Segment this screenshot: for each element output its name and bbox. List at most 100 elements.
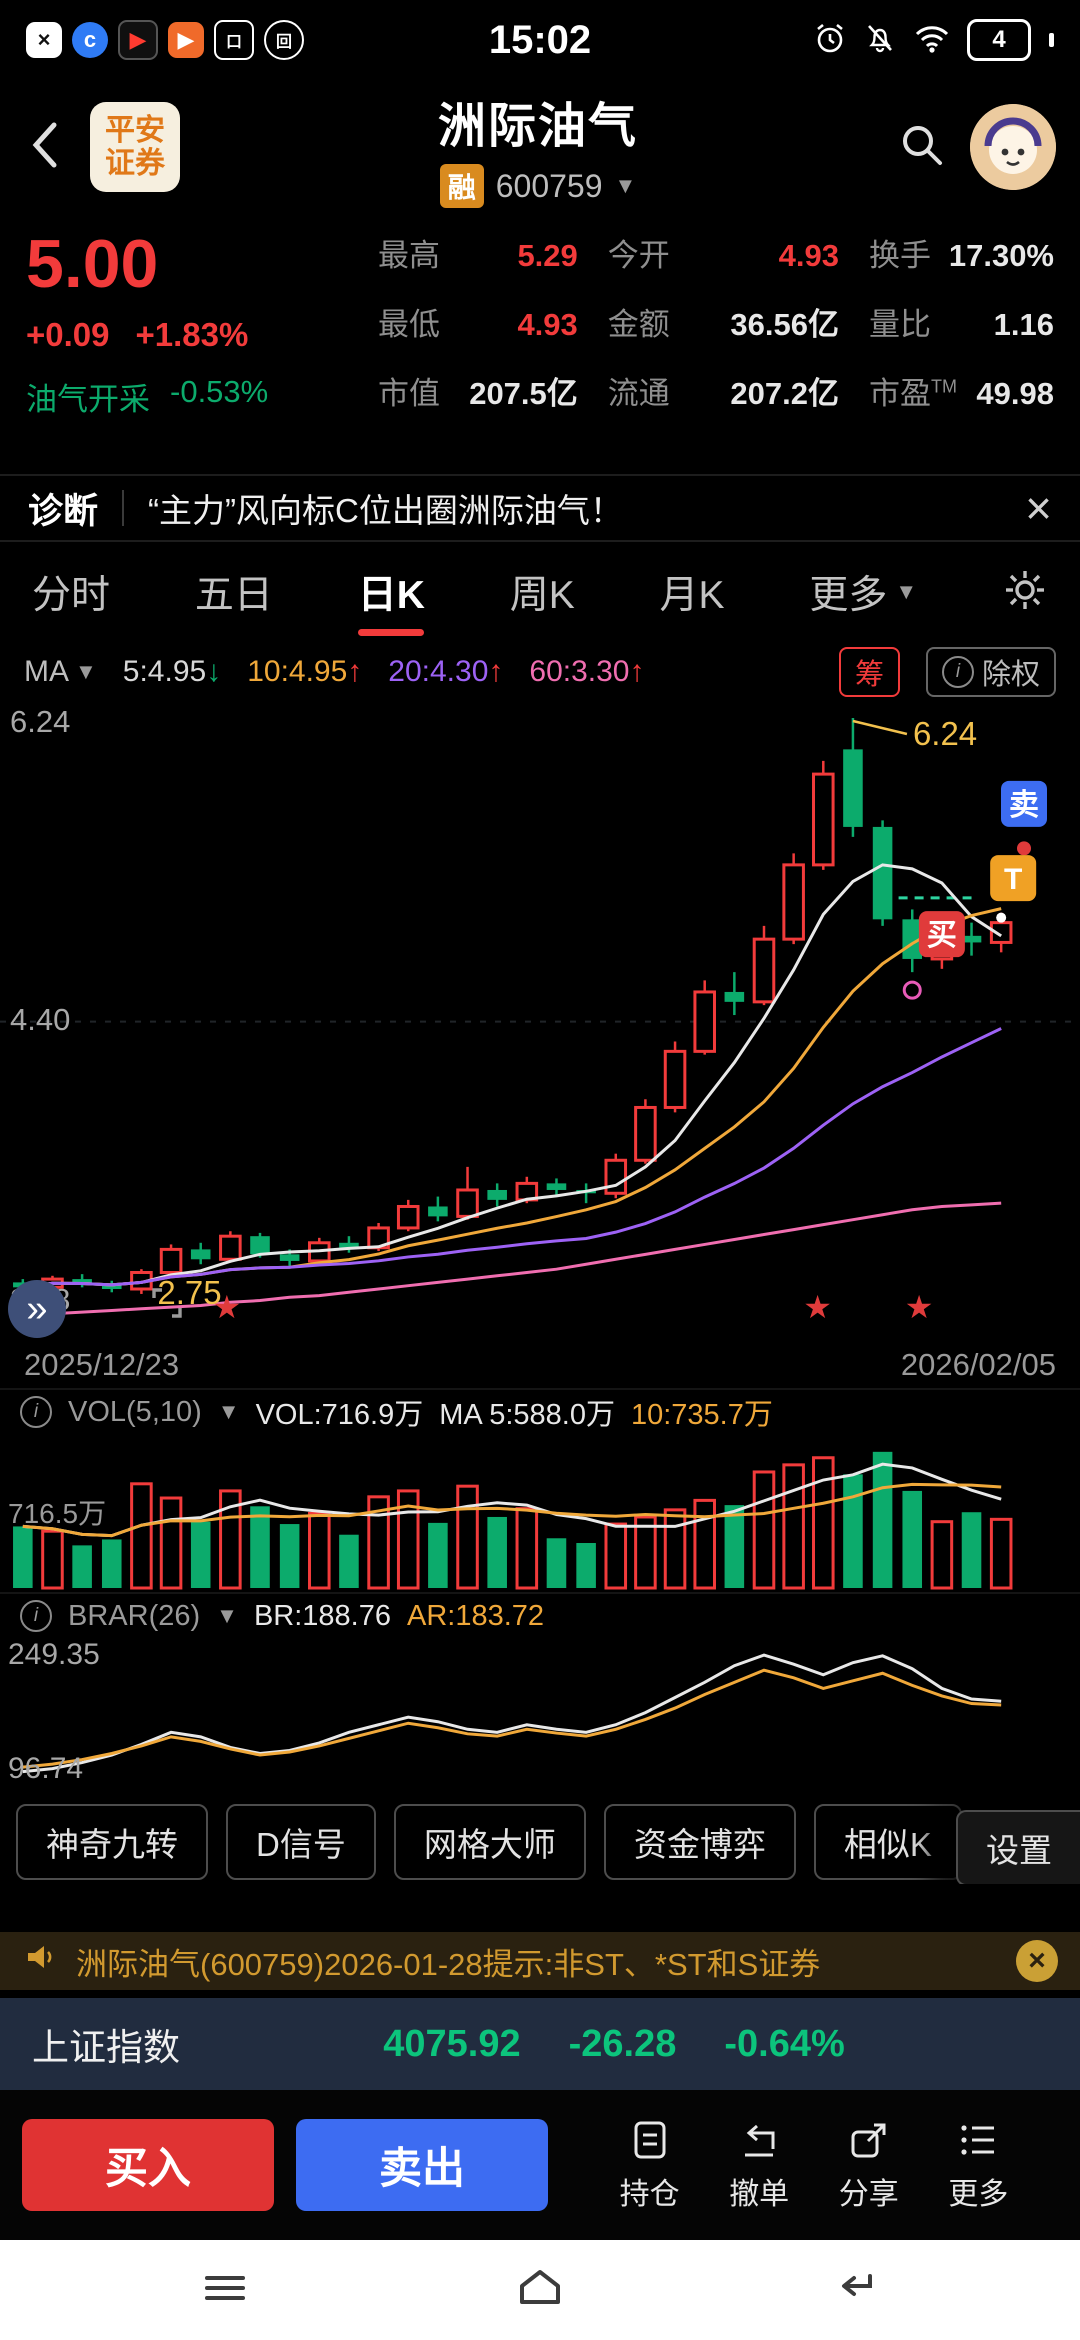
notification-icon-2: c (72, 22, 108, 58)
share-icon (851, 2123, 886, 2158)
volume-ma5: MA 5:588.0万 (439, 1399, 615, 1431)
brar-chart[interactable]: 249.35 96.74 (0, 1638, 1080, 1788)
chevron-down-icon[interactable]: ▼ (614, 173, 637, 198)
svg-text:★: ★ (905, 1289, 934, 1325)
positions-icon (634, 2121, 666, 2159)
close-icon[interactable]: × (1025, 482, 1052, 534)
battery-cap (1049, 33, 1054, 47)
cancel-order-icon (745, 2124, 775, 2157)
quote-field-open: 今开 4.93 (607, 238, 839, 273)
ma-selector[interactable]: MA ▼ (24, 655, 97, 688)
candlestick-chart[interactable]: 6.242.75★★★买T卖 6.24 4.40 2.58 » (0, 702, 1080, 1342)
index-value: 4075.92 (383, 2022, 521, 2065)
volume-header[interactable]: i VOL(5,10) ▼ VOL:716.9万 MA 5:588.0万 10:… (0, 1388, 1080, 1434)
recent-apps-icon[interactable] (200, 2266, 250, 2315)
share-button[interactable]: 分享 (839, 2117, 899, 2213)
arrow-up-icon: ↑ (629, 655, 645, 688)
svg-text:卖: 卖 (1009, 789, 1039, 822)
quote-fields: 最高 5.29 今开 4.93 换手 17.30% 最低 4.93 金额 36.56亿 量… (378, 230, 1054, 468)
ma20-value: 20:4.30↑ (388, 655, 504, 688)
more-button[interactable]: 更多 (948, 2117, 1008, 2213)
brar-svg (22, 1653, 1002, 1774)
brar-ar-value: AR:183.72 (406, 1599, 545, 1632)
func-tab-fund-game[interactable]: 资金博弈 (603, 1804, 796, 1880)
ma-indicator-bar: MA ▼ 5:4.95↓ 10:4.95↑ 20:4.30↑ 60:3.30↑ 筹… (0, 642, 1080, 702)
svg-text:★: ★ (803, 1289, 832, 1325)
more-icon (961, 2125, 995, 2155)
cancel-order-button[interactable]: 撤单 (729, 2117, 789, 2213)
tab-5day[interactable]: 五日 (194, 574, 273, 617)
page-title: 洲际油气 (437, 100, 638, 153)
app-header: 平安证券 洲际油气 融 600759 ▼ (0, 80, 1080, 214)
notification-icon-6: 回 (264, 20, 304, 60)
buy-button[interactable]: 买入 (22, 2119, 274, 2211)
func-tab-similar-k[interactable]: 相似K (813, 1804, 962, 1880)
quote-field-pe: 市盈TM 49.98 (869, 376, 1054, 411)
index-change-pct: -0.64% (724, 2022, 845, 2065)
kline-svg: 6.242.75★ ★ ★买T卖 (0, 715, 1080, 1325)
positions-button[interactable]: 持仓 (620, 2117, 680, 2213)
system-nav-bar (0, 2240, 1080, 2340)
broker-logo-text: 平安证券 (105, 114, 165, 180)
status-time: 15:02 (488, 17, 592, 62)
assistant-avatar[interactable] (970, 104, 1056, 190)
func-tab-grid-master[interactable]: 网格大师 (393, 1804, 586, 1880)
volume-axis-label: 716.5万 (8, 1498, 107, 1529)
brar-header[interactable]: i BRAR(26) ▼ BR:188.76 AR:183.72 (0, 1592, 1080, 1638)
battery-icon: 4 (967, 19, 1031, 61)
quote-field-float: 流通 207.2亿 (607, 376, 839, 411)
tab-daily-k[interactable]: 日K (358, 552, 425, 632)
func-tab-nine-turns[interactable]: 神奇九转 (16, 1804, 208, 1880)
info-icon: i (20, 1396, 52, 1428)
notification-icon-3: ▶ (118, 20, 158, 60)
notice-close-icon[interactable]: × (1016, 1940, 1058, 1982)
volume-indicator-name: VOL(5,10) (68, 1395, 202, 1428)
y-axis-label-top: 6.24 (10, 704, 71, 739)
trade-bar: 买入 卖出 持仓 撤单 分享 更多 (0, 2090, 1080, 2240)
broker-logo[interactable]: 平安证券 (90, 102, 180, 192)
svg-text:★: ★ (212, 1289, 241, 1325)
info-icon: i (941, 656, 974, 688)
sector-change: -0.53% (170, 374, 269, 409)
index-name: 上证指数 (32, 2027, 180, 2068)
price-change-pct: +1.83% (135, 316, 249, 353)
volume-ma10: 10:735.7万 (630, 1399, 773, 1431)
fullscreen-icon[interactable] (150, 1286, 184, 1320)
diagnosis-tag: 诊断 (28, 491, 99, 531)
ex-rights-button[interactable]: i 除权 (925, 647, 1056, 697)
notification-icons: × c ▶ ▶ 口 回 (26, 20, 304, 60)
diagnosis-banner[interactable]: 诊断 “主力”风向标C位出圈洲际油气！ × (0, 474, 1080, 542)
gear-icon[interactable] (1002, 567, 1048, 618)
notification-icon-1: × (26, 22, 62, 58)
volume-chart[interactable]: 716.5万 (0, 1434, 1080, 1592)
header-title-block[interactable]: 洲际油气 融 600759 ▼ (202, 86, 874, 208)
func-tab-d-signal[interactable]: D信号 (226, 1804, 376, 1880)
date-start: 2025/12/23 (24, 1347, 180, 1382)
status-right-icons: 4 (813, 19, 1054, 61)
info-icon: i (20, 1600, 52, 1632)
tab-minute[interactable]: 分时 (32, 574, 111, 617)
tab-more[interactable]: 更多 ▼ (809, 574, 918, 617)
search-icon[interactable] (896, 119, 948, 176)
sell-button[interactable]: 卖出 (296, 2119, 548, 2211)
notice-bar[interactable]: 洲际油气(600759)2026-01-28提示:非ST、*ST和S证券 × (0, 1932, 1080, 1990)
ma5-value: 5:4.95↓ (122, 655, 222, 688)
notification-icon-4: ▶ (168, 22, 204, 58)
tab-monthly-k[interactable]: 月K (659, 574, 725, 617)
ma10-value: 10:4.95↑ (247, 655, 363, 688)
settings-button[interactable]: 设置 (956, 1810, 1080, 1884)
svg-text:T: T (1004, 863, 1022, 896)
back-button[interactable] (24, 115, 68, 180)
y-axis-label-mid: 4.40 (10, 1002, 71, 1037)
tab-weekly-k[interactable]: 周K (509, 574, 575, 617)
home-icon[interactable] (514, 2264, 566, 2317)
back-nav-icon[interactable] (830, 2266, 880, 2315)
index-bar[interactable]: 上证指数 4075.92 -26.28 -0.64% (0, 1998, 1080, 2090)
chip-distribution-button[interactable]: 筹 (838, 647, 900, 697)
quote-panel[interactable]: 5.00 +0.09 +1.83% 油气开采 -0.53% 最高 5.29 今开 4… (0, 214, 1080, 468)
arrow-up-icon: ↑ (488, 655, 504, 688)
brar-axis-top: 249.35 (8, 1638, 100, 1671)
index-change: -26.28 (568, 2022, 677, 2065)
expand-drawer-button[interactable]: » (8, 1280, 66, 1338)
